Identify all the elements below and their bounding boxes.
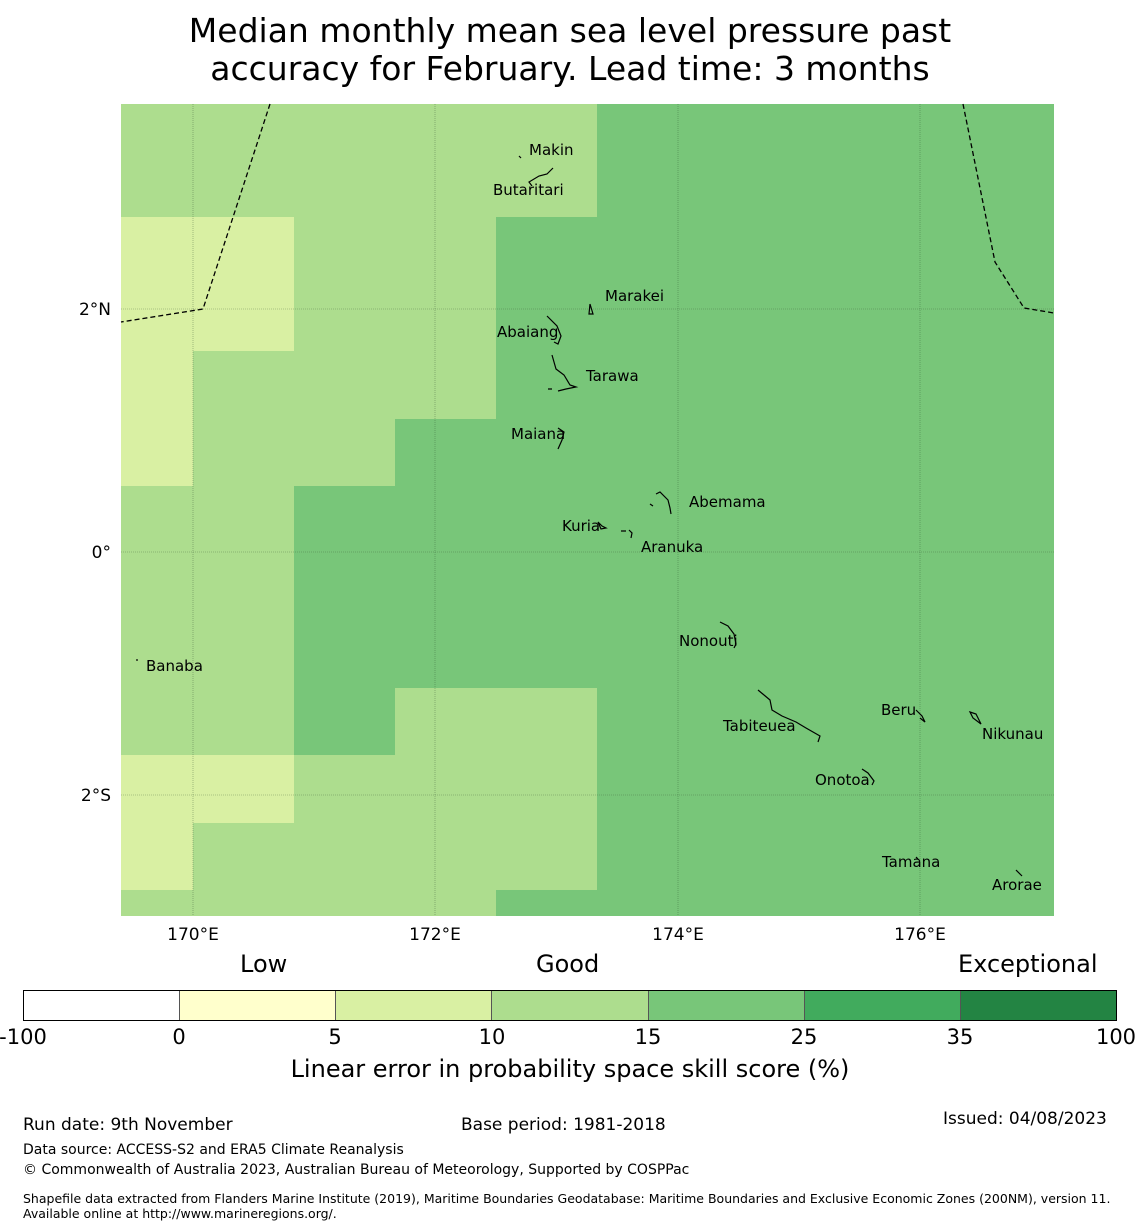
legend-good: Good — [536, 950, 600, 978]
cell — [121, 217, 294, 351]
data-source: Data source: ACCESS-S2 and ERA5 Climate … — [23, 1142, 404, 1158]
colorbar-tick: -100 — [0, 1025, 47, 1049]
cell — [121, 486, 294, 755]
run-date: Run date: 9th November — [23, 1115, 233, 1135]
island-label: Aranuka — [641, 538, 703, 556]
cell — [496, 755, 597, 890]
island-label: Nikunau — [982, 725, 1043, 743]
colorbar-tick: 0 — [172, 1025, 186, 1049]
cell — [121, 823, 193, 890]
lat-label: 2°N — [79, 300, 111, 320]
copyright: © Commonwealth of Australia 2023, Austra… — [23, 1162, 690, 1178]
island-outline — [757, 689, 821, 743]
legend-exceptional: Exceptional — [958, 950, 1098, 978]
island-label: Tamana — [881, 853, 940, 871]
island-outline — [861, 768, 875, 786]
legend-low: Low — [240, 950, 288, 978]
island-outline — [649, 491, 672, 515]
lat-label: 0° — [92, 543, 111, 563]
colorbar-tick: 15 — [634, 1025, 662, 1049]
island-outline — [557, 427, 565, 450]
colorbar-tick: 35 — [946, 1025, 974, 1049]
island-outline — [719, 621, 737, 649]
island-label: Nonouti — [679, 632, 738, 650]
lat-axis-labels: 2°N 0° 2°S — [79, 300, 111, 806]
island-outline — [597, 521, 608, 530]
colorbar-tick: 10 — [478, 1025, 506, 1049]
eez-boundary-east — [962, 103, 1055, 314]
island-label: Abemama — [689, 493, 766, 511]
colorbar-tick: 100 — [1095, 1025, 1137, 1049]
island-label: Tarawa — [585, 367, 639, 385]
island-outlines — [136, 155, 1023, 877]
colorbar-segment — [180, 991, 337, 1020]
island-label: Banaba — [146, 657, 203, 675]
island-label: Marakei — [605, 287, 664, 305]
island-label: Makin — [529, 141, 574, 159]
island-outline — [621, 529, 633, 539]
island-labels: Makin Butaritari Marakei Abaiang Tarawa Maian… — [146, 141, 1043, 894]
island-label: Tabiteuea — [722, 717, 796, 735]
island-outline — [548, 354, 579, 392]
cell — [121, 104, 597, 217]
base-period: Base period: 1981-2018 — [461, 1115, 666, 1135]
island-outline — [546, 315, 562, 345]
island-label: Arorae — [992, 876, 1042, 894]
colorbar-segment — [960, 991, 1116, 1020]
island-outline — [588, 303, 594, 315]
colorbar-segment — [648, 991, 805, 1020]
cell — [121, 351, 193, 486]
island-label: Beru — [881, 701, 916, 719]
cell — [395, 688, 597, 755]
lon-axis-labels: 170°E 172°E 174°E 176°E — [167, 925, 946, 945]
lon-label: 174°E — [652, 925, 704, 945]
island-label: Butaritari — [493, 181, 564, 199]
map-title: Median monthly mean sea level pressure p… — [0, 12, 1140, 88]
map-figure: Makin Butaritari Marakei Abaiang Tarawa Maian… — [79, 103, 1055, 945]
cell — [121, 755, 294, 823]
colorbar-tick: 25 — [790, 1025, 818, 1049]
colorbar-segment — [24, 991, 181, 1020]
graticule — [121, 104, 1054, 916]
colorbar-label: Linear error in probability space skill … — [290, 1055, 850, 1083]
island-outline — [915, 709, 926, 723]
colorbar-segment — [492, 991, 649, 1020]
island-outline — [915, 856, 919, 860]
skill-grid — [121, 104, 1054, 916]
colorbar-tick: 5 — [328, 1025, 342, 1049]
colorbar-segment — [804, 991, 961, 1020]
shapefile-credit: Shapefile data extracted from Flanders M… — [23, 1191, 1111, 1221]
eez-boundaries — [120, 103, 1055, 323]
island-label: Maiana — [511, 425, 565, 443]
island-outline — [1015, 869, 1023, 877]
lon-label: 170°E — [167, 925, 219, 945]
lat-label: 2°S — [81, 786, 111, 806]
island-outline — [528, 167, 554, 187]
colorbar — [23, 990, 1117, 1021]
island-outline — [968, 710, 982, 725]
lon-label: 172°E — [409, 925, 461, 945]
issued-date: Issued: 04/08/2023 — [943, 1109, 1107, 1129]
island-label: Abaiang — [497, 323, 558, 341]
island-outline — [518, 155, 522, 159]
island-label: Onotoa — [815, 771, 870, 789]
title-line-1: Median monthly mean sea level pressure p… — [188, 11, 952, 50]
lon-label: 176°E — [894, 925, 946, 945]
title-line-2: accuracy for February. Lead time: 3 mont… — [210, 49, 930, 88]
island-label: Kuria — [562, 517, 600, 535]
colorbar-segment — [336, 991, 493, 1020]
